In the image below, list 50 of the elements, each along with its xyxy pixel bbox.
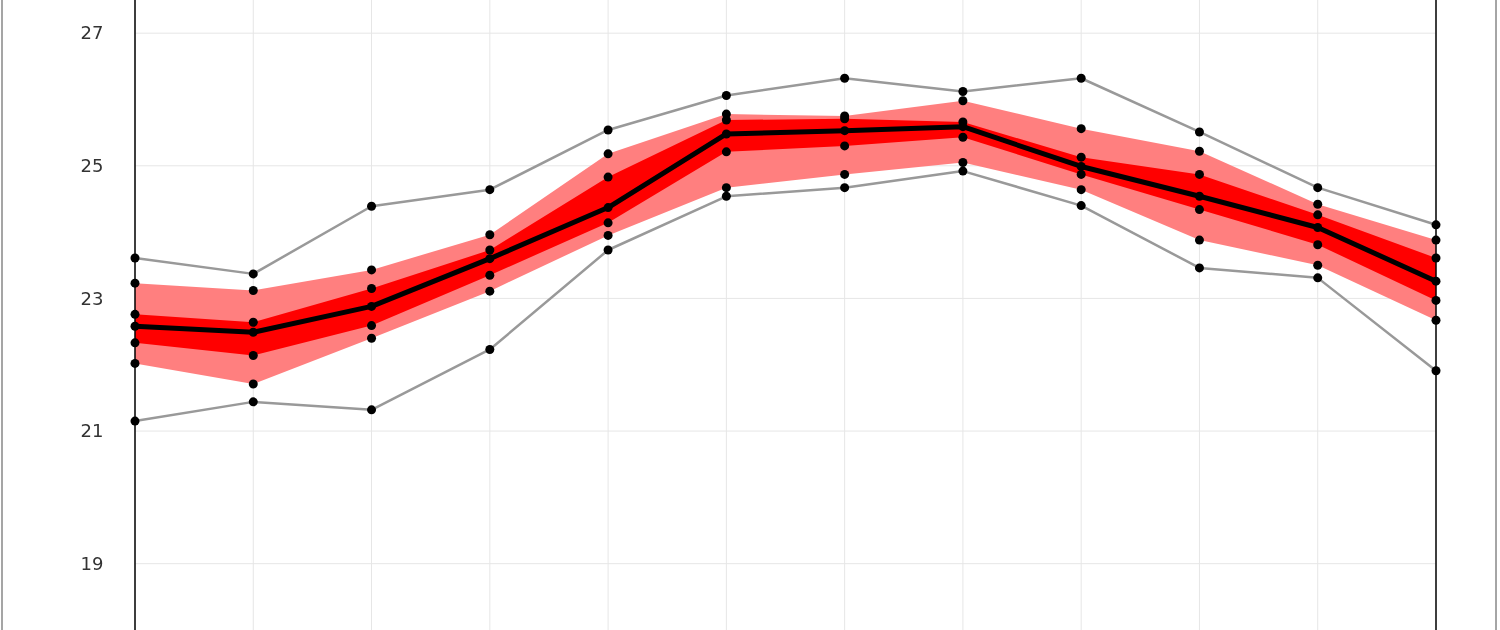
y-tick-label: 23	[80, 287, 104, 309]
point	[367, 321, 377, 331]
point	[1313, 222, 1323, 232]
point	[603, 218, 613, 228]
y-tick-label: 19	[80, 552, 104, 574]
point	[1194, 169, 1204, 179]
point	[367, 265, 377, 275]
point	[721, 129, 731, 139]
point	[248, 327, 258, 337]
point	[1194, 205, 1204, 215]
point	[248, 379, 258, 389]
point	[485, 230, 495, 240]
point	[248, 285, 258, 295]
point	[367, 301, 377, 311]
point	[1194, 191, 1204, 201]
point	[485, 254, 495, 264]
point	[485, 286, 495, 296]
point	[1076, 161, 1086, 171]
point	[1076, 124, 1086, 134]
point	[721, 183, 731, 193]
point	[1313, 199, 1323, 209]
point	[603, 203, 613, 213]
point	[721, 147, 731, 157]
point	[603, 149, 613, 159]
point	[1194, 235, 1204, 245]
point	[603, 172, 613, 182]
y-tick-label: 25	[80, 155, 104, 177]
point	[485, 270, 495, 280]
point	[840, 126, 850, 136]
point	[840, 141, 850, 151]
point	[485, 245, 495, 255]
point	[367, 283, 377, 293]
point	[367, 333, 377, 343]
point	[721, 115, 731, 125]
point	[958, 157, 968, 167]
point	[248, 317, 258, 327]
y-tick-label: 27	[80, 22, 104, 44]
point	[1313, 210, 1323, 220]
y-tick-label: 21	[80, 420, 104, 442]
point	[958, 96, 968, 106]
point	[1076, 169, 1086, 179]
point	[1194, 146, 1204, 156]
point	[248, 350, 258, 360]
point	[840, 169, 850, 179]
point	[1076, 185, 1086, 195]
point	[603, 230, 613, 240]
point	[1313, 240, 1323, 250]
point	[1076, 152, 1086, 162]
point	[958, 132, 968, 142]
point	[1313, 260, 1323, 270]
